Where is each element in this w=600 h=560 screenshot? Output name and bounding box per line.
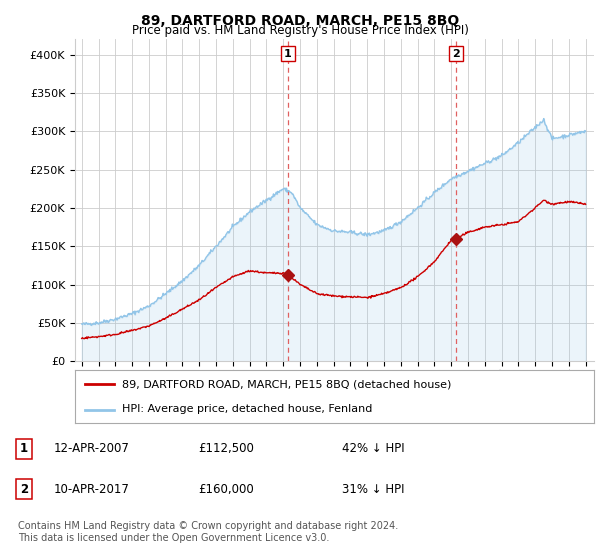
Text: 2: 2 (452, 49, 460, 59)
Text: HPI: Average price, detached house, Fenland: HPI: Average price, detached house, Fenl… (122, 404, 372, 414)
Text: 31% ↓ HPI: 31% ↓ HPI (342, 483, 404, 496)
Text: £112,500: £112,500 (198, 442, 254, 455)
Text: 1: 1 (20, 442, 28, 455)
Text: 1: 1 (284, 49, 292, 59)
Text: 2: 2 (20, 483, 28, 496)
Text: 12-APR-2007: 12-APR-2007 (54, 442, 130, 455)
Text: 89, DARTFORD ROAD, MARCH, PE15 8BQ: 89, DARTFORD ROAD, MARCH, PE15 8BQ (141, 14, 459, 28)
Text: 10-APR-2017: 10-APR-2017 (54, 483, 130, 496)
Text: 42% ↓ HPI: 42% ↓ HPI (342, 442, 404, 455)
Text: Contains HM Land Registry data © Crown copyright and database right 2024.
This d: Contains HM Land Registry data © Crown c… (18, 521, 398, 543)
Text: £160,000: £160,000 (198, 483, 254, 496)
Text: 89, DARTFORD ROAD, MARCH, PE15 8BQ (detached house): 89, DARTFORD ROAD, MARCH, PE15 8BQ (deta… (122, 380, 451, 390)
Text: Price paid vs. HM Land Registry's House Price Index (HPI): Price paid vs. HM Land Registry's House … (131, 24, 469, 36)
